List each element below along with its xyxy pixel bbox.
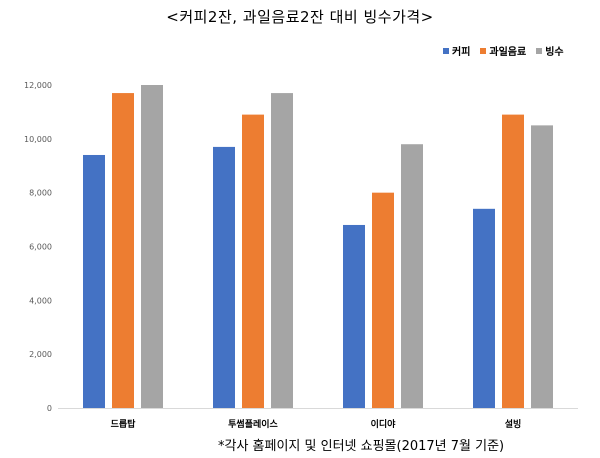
x-category-label: 이디야 <box>371 418 397 430</box>
y-tick-label: 4,000 <box>29 296 52 305</box>
legend: 커피 과일음료 빙수 <box>443 43 564 58</box>
bar-fruit-drink <box>242 114 264 408</box>
bar-bingsu <box>141 85 163 408</box>
bar-bingsu <box>401 144 423 408</box>
legend-swatch-bingsu <box>536 47 543 54</box>
footnote: *각사 홈페이지 및 인터넷 쇼핑몰(2017년 7월 기준) <box>218 439 505 454</box>
bar-bingsu <box>531 125 553 408</box>
legend-swatch-coffee <box>443 47 449 54</box>
legend-label-bingsu: 빙수 <box>545 47 564 58</box>
y-tick-label: 6,000 <box>29 243 52 252</box>
y-tick-label: 2,000 <box>29 350 52 359</box>
y-tick-label: 10,000 <box>24 135 52 144</box>
bar-fruit-drink <box>112 93 134 408</box>
y-tick-label: 0 <box>47 404 52 413</box>
bar-coffee <box>343 224 365 408</box>
x-category-label: 드롭탑 <box>111 418 137 430</box>
bar-fruit-drink <box>372 192 394 408</box>
x-category-label: 설빙 <box>505 418 522 430</box>
legend-item-fruit-drink: 과일음료 <box>480 43 526 58</box>
legend-item-coffee: 커피 <box>443 43 470 58</box>
bar-fruit-drink <box>502 114 524 408</box>
legend-item-bingsu: 빙수 <box>536 43 564 58</box>
legend-label-coffee: 커피 <box>452 47 471 58</box>
bar-coffee <box>213 146 235 409</box>
x-category-label: 투썸플레이스 <box>228 418 278 430</box>
y-tick-label: 12,000 <box>24 81 52 90</box>
bar-coffee <box>83 154 105 408</box>
legend-swatch-fruit-drink <box>480 47 487 54</box>
bar-bingsu <box>271 93 293 408</box>
bar-coffee <box>473 208 495 408</box>
y-tick-label: 8,000 <box>29 189 52 198</box>
legend-label-fruit-drink: 과일음료 <box>489 47 527 58</box>
chart-title: <커피2잔, 과일음료2잔 대비 빙수가격> <box>166 8 434 26</box>
